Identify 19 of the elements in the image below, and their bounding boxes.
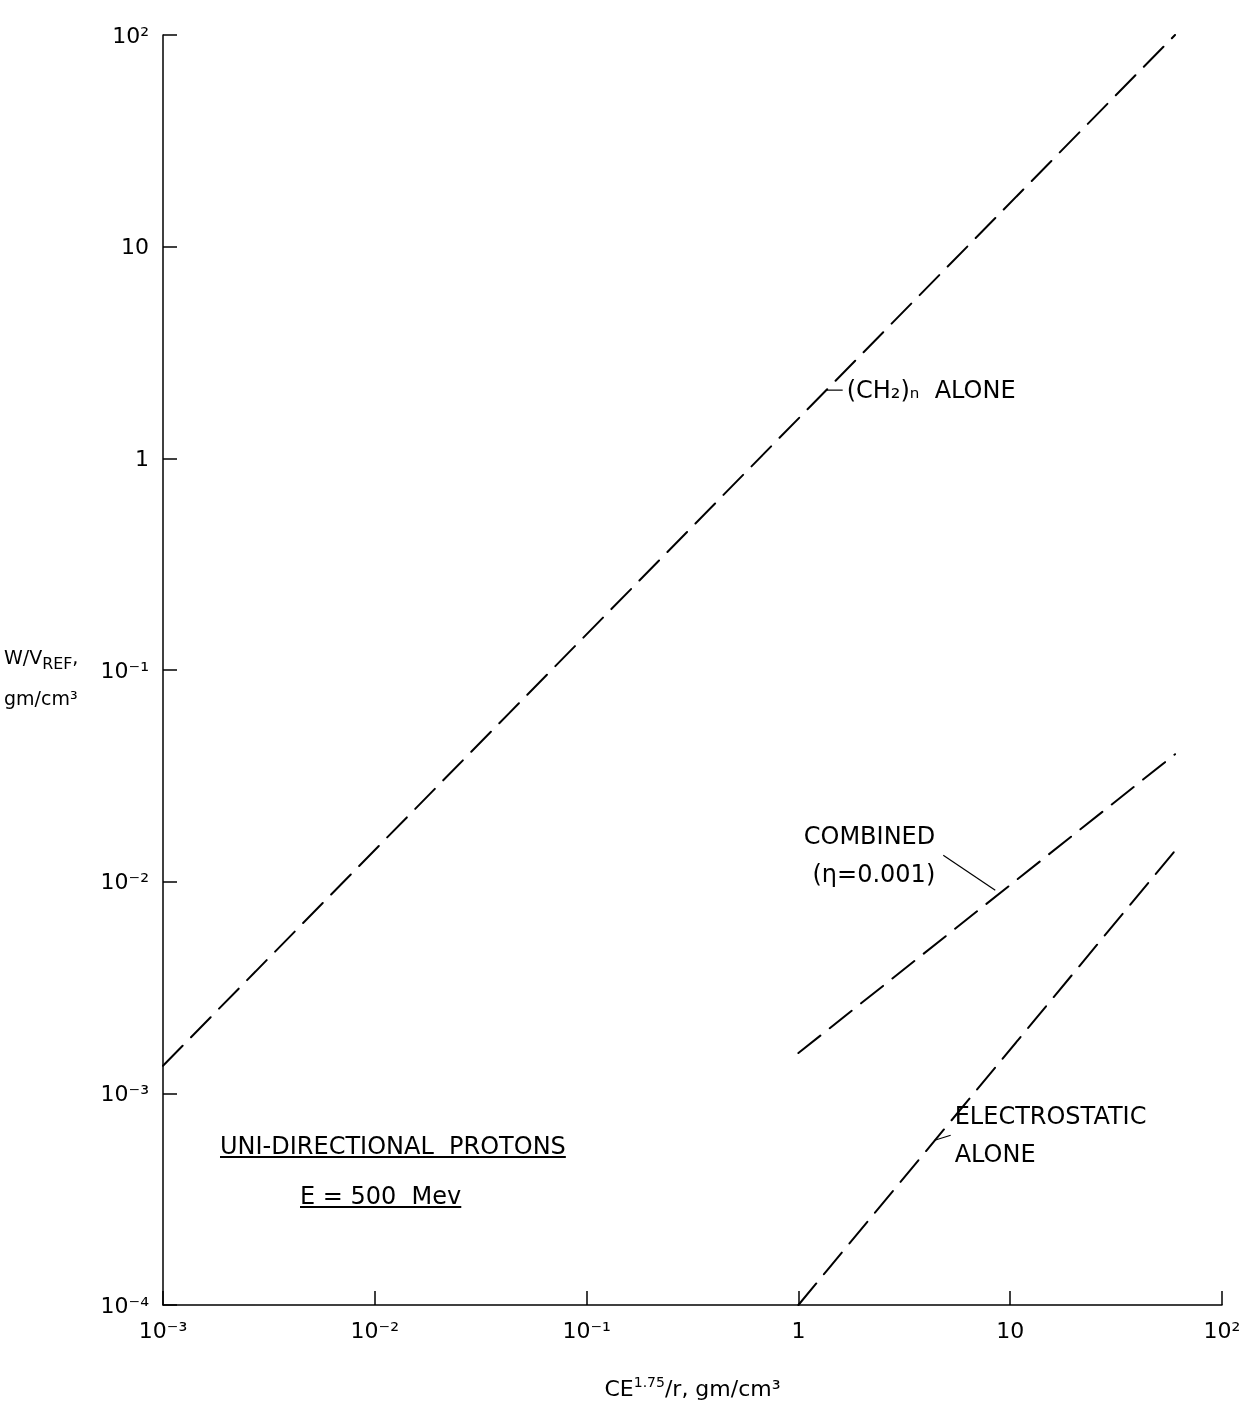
x-tick-label: 10⁻³ [138,1317,188,1343]
y-tick-label: 10⁻² [100,869,149,895]
x-tick-label: 10⁻² [350,1317,400,1343]
annotation: UNI-DIRECTIONAL PROTONS [220,1132,566,1160]
y-tick-label: 10⁻³ [100,1080,149,1106]
y-axis-title: W/V$_{REF}$, gm/cm³ [4,645,80,711]
x-tick-label: 1 [791,1317,806,1343]
y-tick-label: 10 [121,234,149,260]
x-tick-label: 10² [1203,1317,1241,1343]
y-tick-label: 10⁻⁴ [100,1292,150,1318]
x-tick-label: 10 [996,1317,1025,1343]
x-tick-label: 10⁻¹ [562,1317,611,1343]
y-tick-label: 1 [135,445,149,471]
annotation: E = 500 Mev [300,1182,462,1210]
y-tick-label: 10² [112,22,149,48]
annotation: (CH₂)ₙ ALONE [846,376,1016,405]
annotation: COMBINED (η=0.001) [803,822,936,889]
y-tick-label: 10⁻¹ [100,657,149,683]
annotation: ELECTROSTATIC ALONE [954,1102,1147,1169]
